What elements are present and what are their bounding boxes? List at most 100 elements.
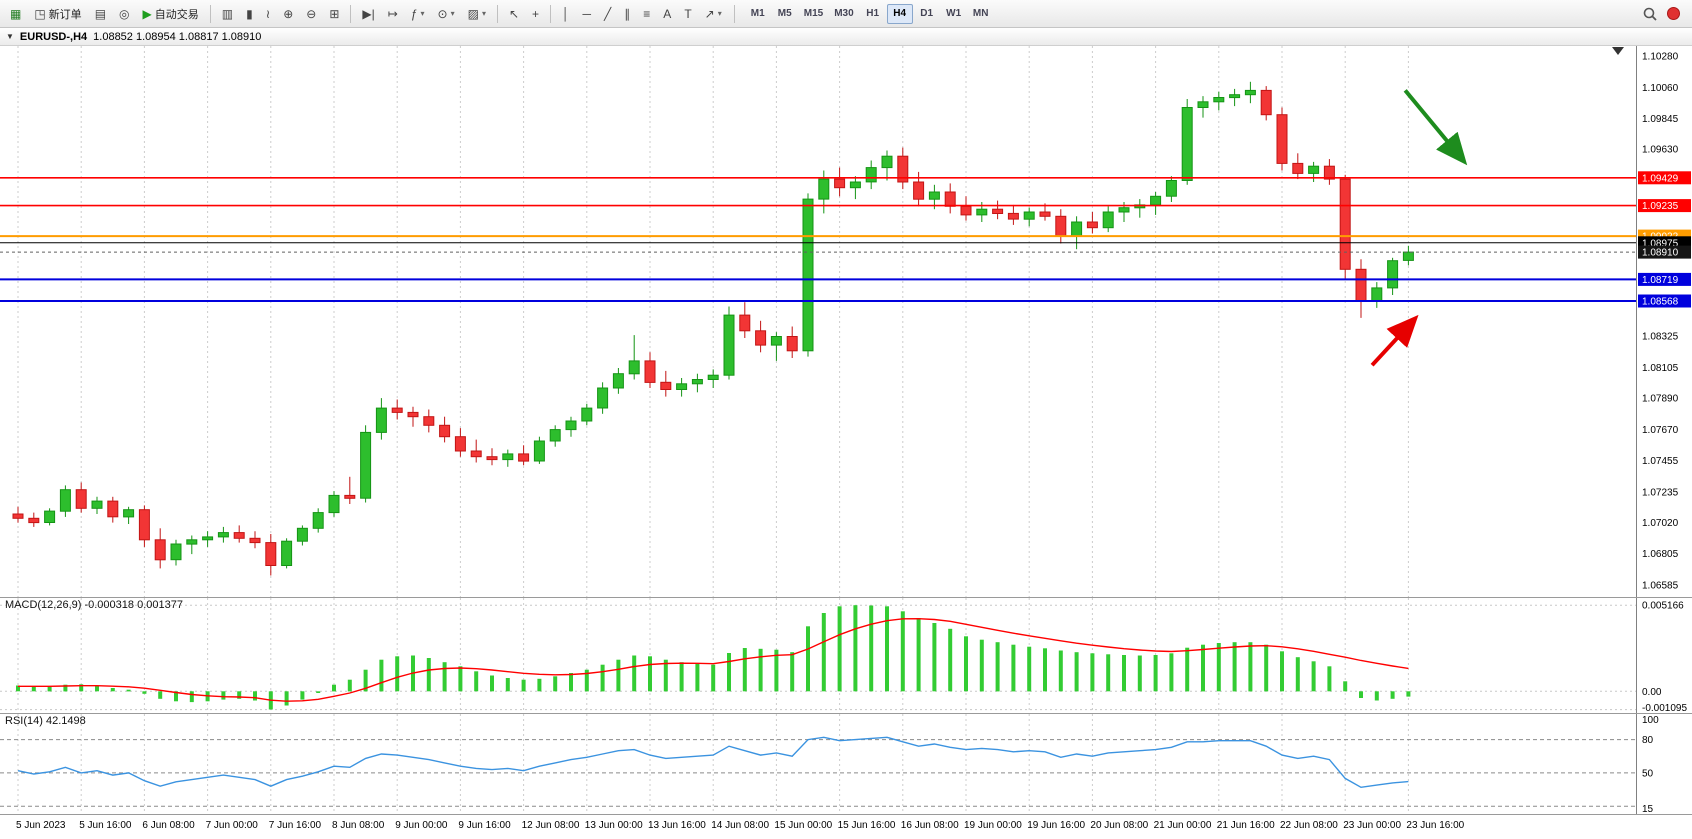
pane-separator[interactable] [0,713,1692,714]
svg-text:0.005166: 0.005166 [1642,601,1684,612]
zoom-in-icon: ⊕ [283,6,294,21]
timeframe-mn-button[interactable]: MN [968,4,994,24]
svg-text:1.10280: 1.10280 [1642,52,1679,63]
svg-text:50: 50 [1642,768,1654,779]
svg-text:1.08325: 1.08325 [1642,331,1679,342]
toolbar-buttons: ▦ ◳ 新订单 ▤ ◎ ▶ 自动交易 ▥ ▮ ≀ ⊕ ⊖ ⊞ ▶| ↦ ƒ ▾ ⊙ ▾ ▨ ▾ ↖ + │ ─ ╱ ∥ ≡ A T ↗ ▾ [4,3,728,25]
time-label: 21 Jun 00:00 [1153,820,1212,831]
channel-icon: ∥ [624,6,631,21]
svg-text:1.09845: 1.09845 [1642,114,1679,125]
time-label: 15 Jun 00:00 [774,820,833,831]
channel-button[interactable]: ∥ [618,3,636,25]
timeframe-h4-button[interactable]: H4 [886,3,913,24]
svg-text:1.06585: 1.06585 [1642,580,1679,591]
zoom-in-button[interactable]: ⊕ [277,3,299,25]
svg-text:15: 15 [1642,804,1654,814]
fibonacci-button[interactable]: ≡ [637,3,656,25]
trendline-button[interactable]: ╱ [598,3,617,25]
chart-title: EURUSD-,H4 [19,30,88,43]
crosshair-icon: + [532,6,540,21]
new-order-button[interactable]: ◳ 新订单 [28,3,87,25]
search-icon[interactable] [1642,6,1658,22]
horizontal-line-icon: ─ [582,6,592,21]
svg-text:1.07235: 1.07235 [1642,487,1679,498]
time-label: 12 Jun 08:00 [521,820,580,831]
toolbar-separator [350,4,352,23]
text-label-button[interactable]: T [678,3,697,25]
autotrading-button-label: 自动交易 [154,8,199,21]
new-order-icon: ◳ [34,6,46,21]
new-order-button-label: 新订单 [48,8,82,21]
timeframe-w1-button[interactable]: W1 [941,4,967,24]
svg-text:1.07455: 1.07455 [1642,456,1679,467]
arrows-button[interactable]: ↗ ▾ [699,3,728,25]
horizontal-line-button[interactable]: ─ [577,3,598,25]
periods-button[interactable]: ⊙ ▾ [432,3,461,25]
time-label: 16 Jun 08:00 [900,820,959,831]
templates-button[interactable]: ▨ ▾ [462,3,492,25]
timeframe-m30-button[interactable]: M30 [829,4,858,24]
rsi-label: RSI(14) 42.1498 [5,715,86,727]
vertical-line-icon: │ [562,6,570,21]
text-button[interactable]: A [657,3,677,25]
time-label: 9 Jun 16:00 [458,820,511,831]
chart-titlebar[interactable]: ▼ EURUSD-,H4 1.08852 1.08954 1.08817 1.0… [0,28,1692,46]
autotrading-button[interactable]: ▶ 自动交易 [137,3,205,25]
tile-windows-button[interactable]: ⊞ [323,3,345,25]
timeframe-h1-button[interactable]: H1 [860,4,886,24]
chart-shift-button[interactable]: ↦ [382,3,404,25]
time-axis[interactable]: 5 Jun 2023 5 Jun 16:00 6 Jun 08:00 7 Jun 00… [0,815,1692,839]
bar-chart-icon: ▥ [221,6,234,21]
timeframe-d1-button[interactable]: D1 [914,4,940,24]
toolbar-separator [209,4,211,23]
text-label-icon: T [684,6,692,21]
svg-text:1.08105: 1.08105 [1642,363,1679,374]
line-chart-button[interactable]: ≀ [260,3,277,25]
svg-text:1.10060: 1.10060 [1642,83,1679,94]
svg-text:1.07670: 1.07670 [1642,425,1679,436]
chevron-down-icon: ▾ [717,9,722,18]
line-chart-icon: ≀ [265,6,271,21]
svg-text:1.09630: 1.09630 [1642,145,1679,156]
time-label: 19 Jun 16:00 [1027,820,1086,831]
screenshot-button[interactable]: ▤ [89,3,112,25]
vertical-line-button[interactable]: │ [556,3,576,25]
svg-text:1.07020: 1.07020 [1642,518,1679,529]
macd-chart[interactable]: 0.005166 0.00 -0.001095 [0,598,1692,713]
time-label: 19 Jun 00:00 [964,820,1022,831]
chart-shift-icon: ↦ [387,6,398,21]
cursor-button[interactable]: ↖ [503,3,525,25]
time-label: 7 Jun 00:00 [205,820,258,831]
screenshot-icon: ▤ [94,6,107,21]
community-button[interactable]: ◎ [113,3,135,25]
new-chart-button[interactable]: ▦ [4,3,27,25]
svg-text:1.08568: 1.08568 [1642,297,1679,308]
svg-text:1.08719: 1.08719 [1642,275,1679,286]
arrows-icon: ↗ [704,6,715,21]
time-label: 23 Jun 00:00 [1343,820,1402,831]
toolbar: ▦ ◳ 新订单 ▤ ◎ ▶ 自动交易 ▥ ▮ ≀ ⊕ ⊖ ⊞ ▶| ↦ ƒ ▾ ⊙ ▾ ▨ ▾ ↖ + │ ─ ╱ ∥ ≡ A T ↗ ▾ M… [0,0,1692,28]
time-label: 21 Jun 16:00 [1216,820,1275,831]
pane-separator[interactable] [0,814,1692,815]
crosshair-button[interactable]: + [526,3,545,25]
indicators-button[interactable]: ƒ ▾ [405,3,431,25]
timeframe-toolbar: M1 M5 M15 M30 H1 H4 D1 W1 MN [745,3,994,24]
time-label: 23 Jun 16:00 [1406,820,1465,831]
price-chart[interactable]: 1.10280 1.10060 1.09845 1.09630 1.08325 1.081… [0,46,1692,597]
auto-scroll-button[interactable]: ▶| [356,3,380,25]
candlestick-chart-icon: ▮ [246,6,253,21]
pane-separator[interactable] [0,597,1692,598]
text-icon: A [663,6,672,21]
timeframe-m15-button[interactable]: M15 [799,4,828,24]
macd-pane: 0.005166 0.00 -0.001095 MACD(12,26,9) -0.0… [0,598,1692,713]
candlestick-chart-button[interactable]: ▮ [240,3,259,25]
rsi-chart[interactable]: 100 80 50 15 [0,714,1692,814]
timeframe-m5-button[interactable]: M5 [772,4,798,24]
bar-chart-button[interactable]: ▥ [216,3,239,25]
symbol-dropdown-icon[interactable]: ▼ [6,32,14,41]
notification-badge[interactable] [1667,7,1680,20]
chevron-down-icon: ▾ [481,9,486,18]
zoom-out-button[interactable]: ⊖ [300,3,322,25]
svg-text:80: 80 [1642,735,1654,746]
timeframe-m1-button[interactable]: M1 [745,4,771,24]
